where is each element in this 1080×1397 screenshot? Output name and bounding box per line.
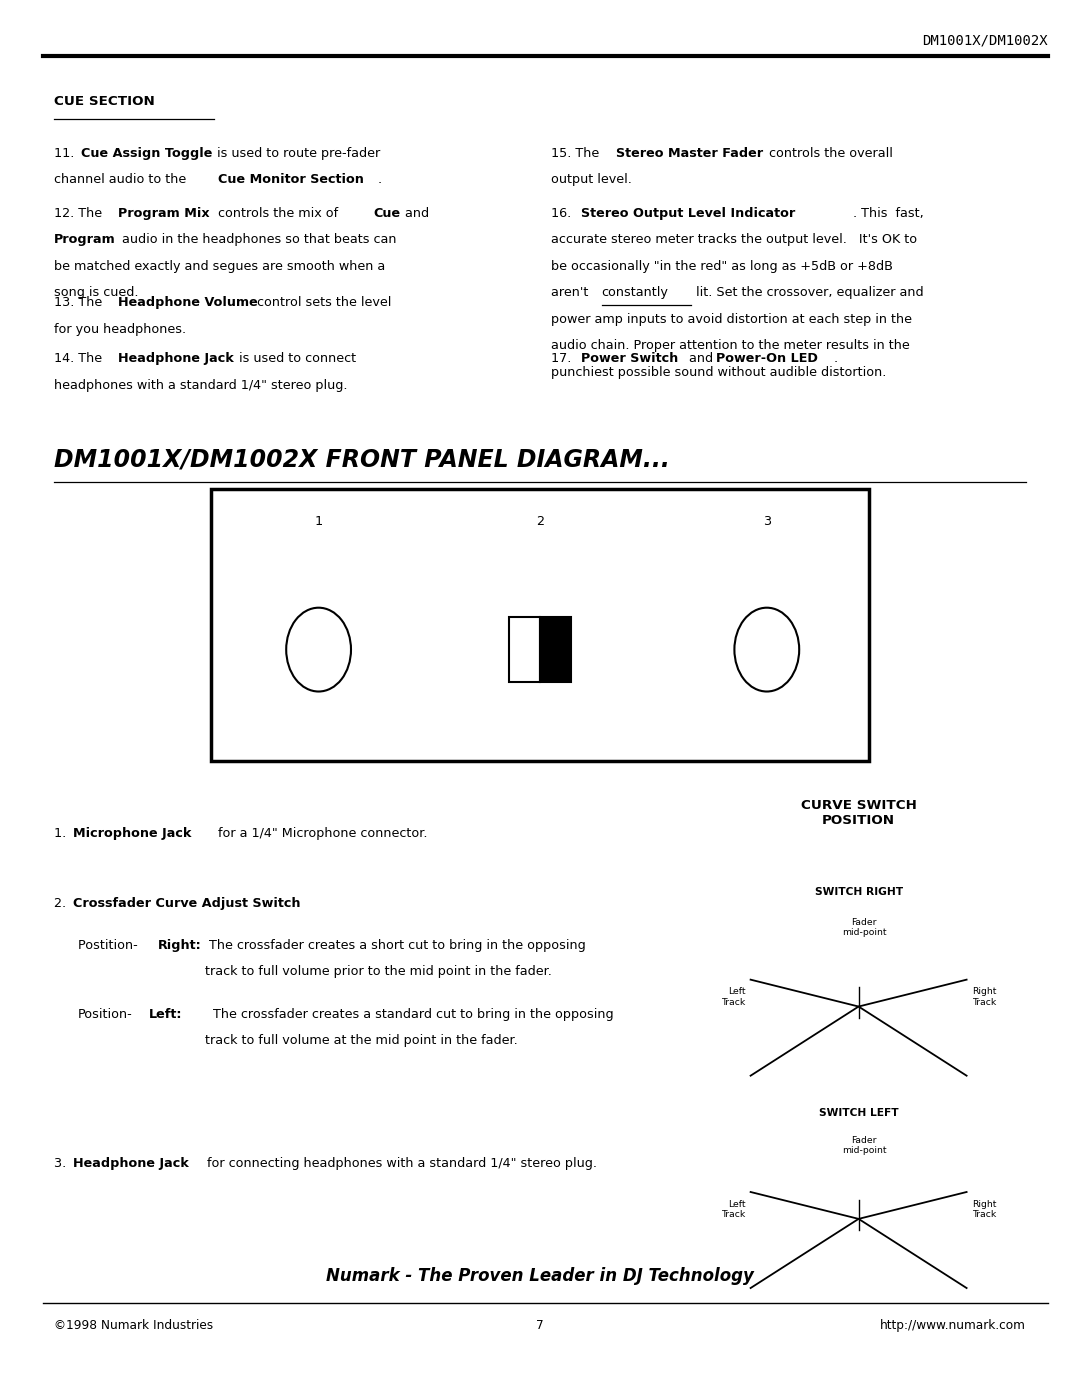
Text: Cue Monitor Section: Cue Monitor Section bbox=[218, 173, 364, 186]
Text: Right
Track: Right Track bbox=[972, 1200, 997, 1220]
Text: 17.: 17. bbox=[551, 352, 576, 365]
Text: Headphone Jack: Headphone Jack bbox=[118, 352, 233, 365]
Text: 2: 2 bbox=[536, 515, 544, 528]
Text: audio in the headphones so that beats can: audio in the headphones so that beats ca… bbox=[118, 233, 396, 246]
Text: The crossfader creates a standard cut to bring in the opposing: The crossfader creates a standard cut to… bbox=[205, 1007, 613, 1021]
Bar bbox=[540, 617, 571, 682]
Text: 15. The: 15. The bbox=[551, 147, 603, 159]
Text: ©1998 Numark Industries: ©1998 Numark Industries bbox=[54, 1319, 213, 1331]
Text: Left
Track: Left Track bbox=[721, 988, 745, 1007]
Text: for you headphones.: for you headphones. bbox=[54, 323, 186, 335]
Text: Stereo Output Level Indicator: Stereo Output Level Indicator bbox=[581, 207, 795, 219]
Text: The crossfader creates a short cut to bring in the opposing: The crossfader creates a short cut to br… bbox=[205, 939, 586, 951]
Text: 1: 1 bbox=[314, 515, 323, 528]
Text: controls the mix of: controls the mix of bbox=[214, 207, 342, 219]
Text: 7: 7 bbox=[536, 1319, 544, 1331]
Text: lit. Set the crossover, equalizer and: lit. Set the crossover, equalizer and bbox=[692, 286, 923, 299]
Text: DM1001X/DM1002X FRONT PANEL DIAGRAM...: DM1001X/DM1002X FRONT PANEL DIAGRAM... bbox=[54, 447, 670, 471]
Text: SWITCH LEFT: SWITCH LEFT bbox=[819, 1108, 899, 1118]
Text: 11.: 11. bbox=[54, 147, 79, 159]
Text: track to full volume at the mid point in the fader.: track to full volume at the mid point in… bbox=[205, 1034, 518, 1048]
Text: song is cued.: song is cued. bbox=[54, 286, 138, 299]
Text: for connecting headphones with a standard 1/4" stereo plug.: for connecting headphones with a standar… bbox=[203, 1157, 597, 1169]
Text: CUE SECTION: CUE SECTION bbox=[54, 95, 154, 108]
Text: Cue Assign Toggle: Cue Assign Toggle bbox=[81, 147, 213, 159]
Text: Crossfader Curve Adjust Switch: Crossfader Curve Adjust Switch bbox=[73, 897, 301, 909]
Text: for a 1/4" Microphone connector.: for a 1/4" Microphone connector. bbox=[214, 827, 428, 840]
Text: and: and bbox=[401, 207, 429, 219]
Text: 3.: 3. bbox=[54, 1157, 70, 1169]
Text: output level.: output level. bbox=[551, 173, 632, 186]
Text: 16.: 16. bbox=[551, 207, 575, 219]
Text: CURVE SWITCH
POSITION: CURVE SWITCH POSITION bbox=[800, 799, 917, 827]
Text: control sets the level: control sets the level bbox=[253, 296, 391, 309]
Text: Power-On LED: Power-On LED bbox=[716, 352, 818, 365]
Text: accurate stereo meter tracks the output level.   It's OK to: accurate stereo meter tracks the output … bbox=[551, 233, 917, 246]
Text: is used to connect: is used to connect bbox=[235, 352, 356, 365]
Text: Power Switch: Power Switch bbox=[581, 352, 678, 365]
Text: Cue: Cue bbox=[374, 207, 401, 219]
Text: 13. The: 13. The bbox=[54, 296, 106, 309]
Text: Left:: Left: bbox=[149, 1007, 183, 1021]
Text: controls the overall: controls the overall bbox=[765, 147, 892, 159]
Text: aren't: aren't bbox=[551, 286, 592, 299]
Text: SWITCH RIGHT: SWITCH RIGHT bbox=[814, 887, 903, 897]
Text: be matched exactly and segues are smooth when a: be matched exactly and segues are smooth… bbox=[54, 260, 386, 272]
Text: track to full volume prior to the mid point in the fader.: track to full volume prior to the mid po… bbox=[205, 965, 552, 978]
Text: Stereo Master Fader: Stereo Master Fader bbox=[616, 147, 762, 159]
Text: and: and bbox=[685, 352, 717, 365]
Bar bbox=[509, 617, 540, 682]
Text: Microphone Jack: Microphone Jack bbox=[73, 827, 192, 840]
Text: punchiest possible sound without audible distortion.: punchiest possible sound without audible… bbox=[551, 366, 887, 379]
Text: headphones with a standard 1/4" stereo plug.: headphones with a standard 1/4" stereo p… bbox=[54, 379, 348, 391]
Bar bbox=[211, 489, 869, 761]
Text: is used to route pre-fader: is used to route pre-fader bbox=[213, 147, 380, 159]
Text: be occasionally "in the red" as long as +5dB or +8dB: be occasionally "in the red" as long as … bbox=[551, 260, 893, 272]
Text: 3: 3 bbox=[762, 515, 771, 528]
Text: Right:: Right: bbox=[158, 939, 202, 951]
Text: Numark - The Proven Leader in DJ Technology: Numark - The Proven Leader in DJ Technol… bbox=[326, 1267, 754, 1285]
Text: constantly: constantly bbox=[602, 286, 669, 299]
Text: Fader
mid-point: Fader mid-point bbox=[841, 1136, 887, 1155]
Text: audio chain. Proper attention to the meter results in the: audio chain. Proper attention to the met… bbox=[551, 339, 909, 352]
Text: Left
Track: Left Track bbox=[721, 1200, 745, 1220]
Text: Position-: Position- bbox=[78, 1007, 133, 1021]
Text: . This  fast,: . This fast, bbox=[853, 207, 924, 219]
Text: Program: Program bbox=[54, 233, 116, 246]
Text: channel audio to the: channel audio to the bbox=[54, 173, 190, 186]
Text: Right
Track: Right Track bbox=[972, 988, 997, 1007]
Text: DM1001X/DM1002X: DM1001X/DM1002X bbox=[922, 34, 1048, 47]
Text: power amp inputs to avoid distortion at each step in the: power amp inputs to avoid distortion at … bbox=[551, 313, 912, 326]
Text: Postition-: Postition- bbox=[78, 939, 141, 951]
Text: .: . bbox=[834, 352, 838, 365]
Text: Headphone Volume: Headphone Volume bbox=[118, 296, 257, 309]
Text: 2.: 2. bbox=[54, 897, 70, 909]
Text: Fader
mid-point: Fader mid-point bbox=[841, 918, 887, 937]
Text: 14. The: 14. The bbox=[54, 352, 106, 365]
Text: 1.: 1. bbox=[54, 827, 70, 840]
Text: Headphone Jack: Headphone Jack bbox=[73, 1157, 189, 1169]
Text: 12. The: 12. The bbox=[54, 207, 106, 219]
Text: http://www.numark.com: http://www.numark.com bbox=[880, 1319, 1026, 1331]
Text: .: . bbox=[378, 173, 382, 186]
Text: Program Mix: Program Mix bbox=[118, 207, 210, 219]
